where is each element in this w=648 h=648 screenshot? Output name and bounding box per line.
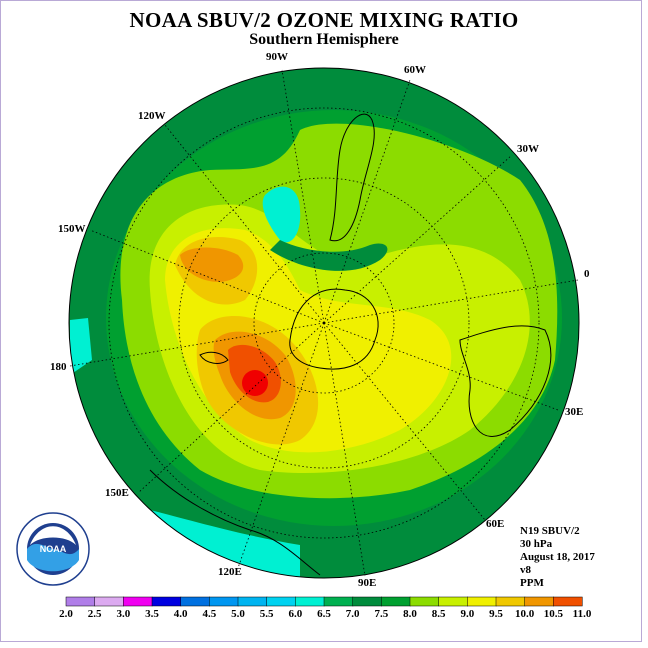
antarctica-coast bbox=[289, 288, 379, 370]
meridian-120e bbox=[237, 322, 325, 569]
colorbar-tick-label: 9.5 bbox=[489, 608, 503, 620]
colorbar-tick-label: 4.5 bbox=[202, 608, 217, 620]
meridian-0 bbox=[323, 279, 579, 324]
label-90w: 90W bbox=[266, 51, 288, 63]
australia-coast bbox=[149, 469, 321, 576]
meridian-30e bbox=[323, 322, 559, 411]
info-version: v8 bbox=[520, 564, 531, 576]
label-120w: 120W bbox=[138, 110, 166, 122]
meridian-90e bbox=[323, 322, 366, 577]
new-zealand-coast bbox=[199, 351, 229, 364]
label-120e: 120E bbox=[218, 566, 242, 578]
colorbar-tick-label: 10.5 bbox=[543, 608, 563, 620]
colorbar-tick-label: 6.0 bbox=[288, 608, 303, 620]
label-30e: 30E bbox=[565, 406, 584, 418]
colorbar-tick-label: 11.0 bbox=[572, 608, 592, 620]
label-60w: 60W bbox=[404, 64, 426, 76]
meridian-60w bbox=[323, 79, 411, 324]
info-block: N19 SBUV/2 30 hPa August 18, 2017 v8 PPM bbox=[520, 525, 595, 590]
colorbar-tick-label: 2.5 bbox=[87, 608, 102, 620]
colorbar-tick-label: 6.5 bbox=[317, 608, 331, 620]
colorbar-tick-label: 2.0 bbox=[59, 608, 73, 620]
label-180: 180 bbox=[50, 361, 67, 373]
ozone-maximum bbox=[242, 370, 268, 396]
map-subtitle: Southern Hemisphere bbox=[249, 31, 399, 48]
meridian-180 bbox=[69, 322, 325, 367]
label-150e: 150E bbox=[105, 487, 129, 499]
low-ozone-patch bbox=[262, 186, 301, 243]
label-0: 0 bbox=[584, 268, 590, 280]
latitude-circle-1 bbox=[253, 252, 395, 394]
info-satellite: N19 SBUV/2 bbox=[520, 525, 580, 537]
info-pressure: 30 hPa bbox=[520, 538, 553, 550]
graticule bbox=[69, 69, 579, 577]
meridian-60e bbox=[323, 322, 486, 521]
colorbar-tick-label: 10.0 bbox=[515, 608, 535, 620]
colorbar-tick-label: 3.0 bbox=[116, 608, 131, 620]
latitude-circle-2 bbox=[178, 177, 470, 469]
colorbar-tick-label: 7.0 bbox=[345, 608, 360, 620]
map-boundary bbox=[68, 67, 580, 579]
colorbar-tick-label: 7.5 bbox=[374, 608, 389, 620]
colorbar-tick-label: 5.0 bbox=[231, 608, 245, 620]
map-title: NOAA SBUV/2 OZONE MIXING RATIO bbox=[129, 8, 519, 32]
coastlines bbox=[149, 113, 552, 576]
info-units: PPM bbox=[520, 577, 544, 589]
label-90e: 90E bbox=[358, 577, 377, 589]
label-60e: 60E bbox=[486, 518, 505, 530]
meridian-90w bbox=[281, 69, 325, 324]
colorbar-tick-label: 8.5 bbox=[431, 608, 446, 620]
dark-band-inner bbox=[270, 240, 388, 271]
label-30w: 30W bbox=[517, 143, 539, 155]
colorbar-tick-label: 3.5 bbox=[145, 608, 159, 620]
latitude-circle-3 bbox=[108, 107, 540, 539]
info-date: August 18, 2017 bbox=[520, 551, 595, 563]
label-150w: 150W bbox=[58, 223, 86, 235]
colorbar-tick-label: 8.0 bbox=[403, 608, 417, 620]
ozone-field bbox=[69, 68, 579, 578]
africa-coast bbox=[459, 325, 552, 437]
colorbar-tick-label: 4.0 bbox=[173, 608, 188, 620]
cyan-edge-west bbox=[70, 318, 92, 375]
south-america-coast bbox=[329, 113, 375, 242]
colorbar-tick-label: 5.5 bbox=[259, 608, 274, 620]
band-9-5-a bbox=[180, 247, 244, 282]
colorbar-tick-label: 9.0 bbox=[460, 608, 475, 620]
